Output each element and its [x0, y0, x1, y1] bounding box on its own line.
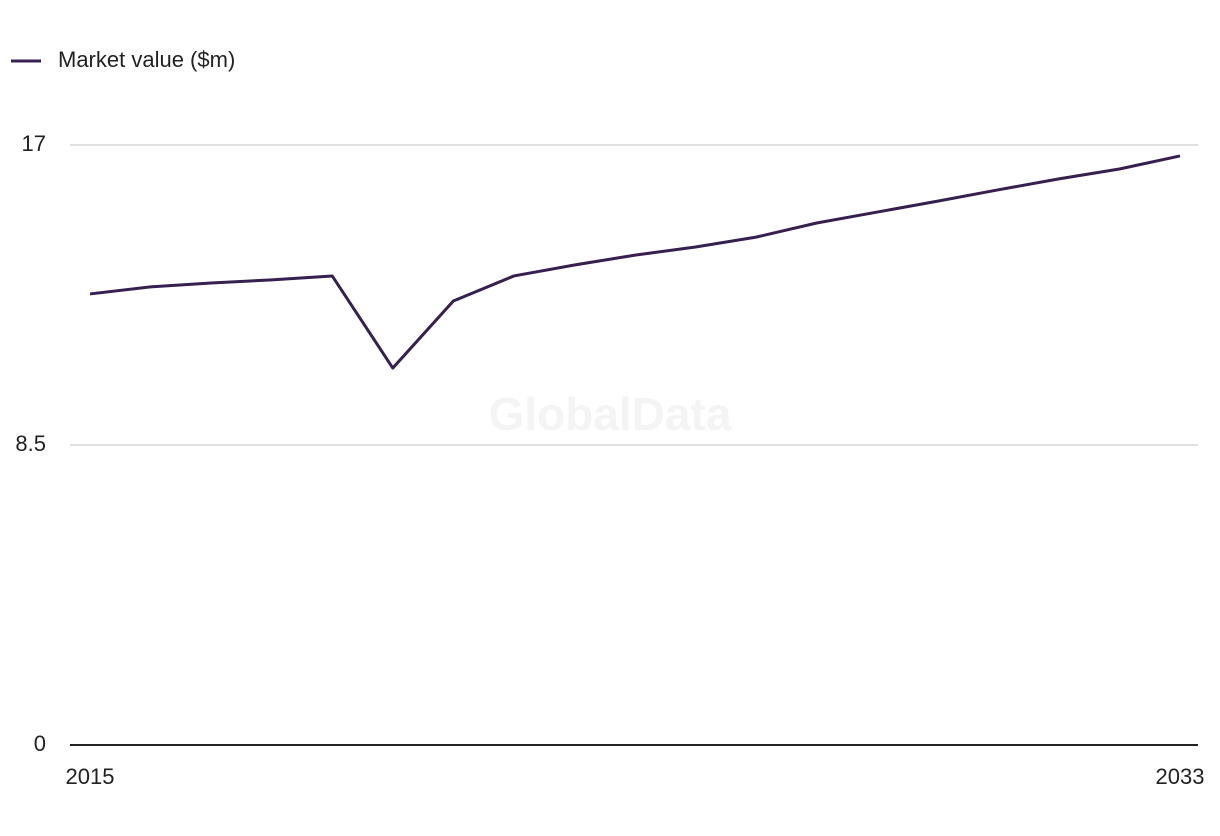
series-line: [89, 154, 1181, 370]
watermark: GlobalData: [489, 388, 732, 440]
x-tick-label: 2015: [66, 764, 115, 789]
y-tick-label: 0: [34, 731, 46, 756]
y-tick-label: 8.5: [15, 431, 46, 456]
legend-label: Market value ($m): [58, 47, 235, 72]
y-tick-label: 17: [22, 131, 46, 156]
x-tick-label: 2033: [1156, 764, 1205, 789]
